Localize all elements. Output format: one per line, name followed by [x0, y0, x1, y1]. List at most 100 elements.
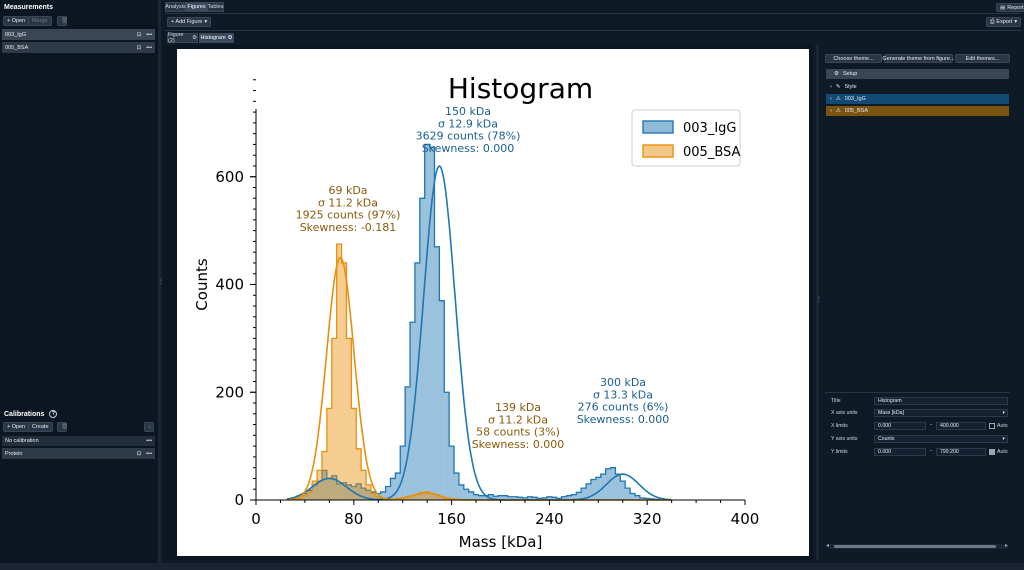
export-button[interactable]: ⎙ Export ▾: [986, 17, 1022, 27]
bar: [312, 481, 318, 500]
left-splitter[interactable]: [158, 0, 161, 570]
bar: [346, 484, 352, 500]
edit-themes-button[interactable]: Edit themes...: [955, 54, 1010, 63]
more-icon[interactable]: •••: [146, 44, 152, 51]
bar: [336, 244, 342, 500]
tab-histogram[interactable]: Histogram ⚙: [199, 33, 234, 43]
annotation-line: σ 12.9 kDa: [438, 117, 498, 130]
delete-measurement-button[interactable]: 🗑: [57, 16, 68, 26]
bar: [380, 491, 386, 500]
y-limit-min-input[interactable]: 0.000: [874, 448, 926, 456]
range-dash: -: [930, 422, 932, 428]
splitter-grip-icon[interactable]: ⋮: [158, 279, 164, 285]
create-calibration-button[interactable]: Create: [28, 422, 53, 432]
histogram-figure[interactable]: Histogram 0 80 160 240 320 400 0 200 400 600 Mass […: [177, 49, 809, 556]
bar: [351, 408, 357, 500]
tree-item-003-igg[interactable]: › ⚠ 003_IgG: [826, 94, 1009, 104]
annotation-line: 150 kDa: [445, 105, 491, 118]
measurement-row-005[interactable]: 005_BSA ⊡ •••: [2, 42, 155, 53]
calibration-action-button[interactable]: ⌂: [144, 422, 154, 432]
x-limit-min-input[interactable]: 0.000: [874, 422, 926, 430]
bar: [625, 488, 631, 500]
choose-theme-button[interactable]: Choose theme...: [825, 54, 882, 63]
bar: [566, 495, 572, 500]
y-limit-max-input[interactable]: 799.200: [936, 448, 986, 456]
right-splitter[interactable]: [816, 45, 819, 560]
y-auto-checkbox[interactable]: Auto: [989, 449, 1008, 455]
bar: [331, 475, 337, 500]
bar: [571, 494, 577, 500]
series-005_BSA: [296, 243, 460, 501]
more-icon[interactable]: •••: [146, 450, 152, 457]
lock-icon[interactable]: ⊡: [136, 44, 142, 51]
bar: [576, 492, 582, 500]
splitter-grip-icon[interactable]: ⋮: [816, 297, 822, 303]
bar: [356, 448, 362, 500]
bar: [331, 338, 337, 500]
generate-theme-button[interactable]: Generate theme from figure...: [882, 54, 955, 63]
title-input[interactable]: Histogram: [874, 397, 1008, 405]
annotation-line: Skewness: 0.000: [577, 413, 670, 426]
annotation-line: 69 kDa: [328, 184, 367, 197]
tree-item-005-bsa[interactable]: › ⚠ 005_BSA: [826, 106, 1009, 116]
bar: [546, 496, 552, 500]
bar: [366, 484, 371, 500]
lock-icon[interactable]: ⊡: [136, 31, 142, 38]
y-axis-units-select[interactable]: Counts ▾: [874, 435, 1008, 443]
tab-analysis[interactable]: Analysis: [165, 2, 186, 12]
bar: [370, 493, 376, 500]
y-tick-label: 0: [234, 491, 244, 509]
item-label: 005_BSA: [844, 108, 869, 114]
x-tick-label: 0: [251, 510, 261, 528]
tab-tables[interactable]: Tables: [207, 2, 224, 12]
open-measurement-button[interactable]: + Open: [3, 16, 30, 26]
horizontal-scrollbar[interactable]: [828, 544, 1008, 549]
left-panel: [0, 0, 158, 570]
calibrations-title: Calibrations ?: [4, 410, 58, 418]
bar: [444, 392, 450, 500]
bar: [341, 262, 347, 500]
gear-icon: ⚙: [834, 71, 839, 77]
annotation-line: σ 13.3 kDa: [593, 388, 653, 401]
calibration-row-protein[interactable]: Protein ⊡ •••: [2, 448, 155, 459]
scrollbar-thumb[interactable]: [834, 545, 996, 548]
scroll-left-icon[interactable]: ◂: [826, 543, 830, 549]
export-label: Export: [996, 19, 1013, 25]
bar: [605, 468, 611, 500]
tab-figure-2[interactable]: Figure (2) ⚙: [167, 32, 198, 44]
lock-icon[interactable]: ⊡: [136, 450, 142, 457]
scroll-right-icon[interactable]: ▸: [1005, 543, 1009, 549]
delete-calibration-button[interactable]: 🗑: [57, 422, 68, 432]
settings-icon: ⚙: [192, 35, 197, 41]
setup-row[interactable]: ⚙ Setup: [826, 69, 1009, 79]
add-figure-button[interactable]: + Add Figure ▾: [167, 17, 212, 27]
x-auto-checkbox[interactable]: Auto: [989, 423, 1008, 429]
merge-button[interactable]: Merge: [28, 16, 52, 26]
bar: [507, 496, 513, 500]
more-icon[interactable]: •••: [146, 438, 152, 444]
more-icon[interactable]: •••: [146, 31, 152, 38]
settings-icon: ⚙: [227, 35, 233, 41]
bar: [302, 495, 308, 500]
help-icon[interactable]: ?: [49, 410, 58, 418]
x-limit-max-input[interactable]: 400.000: [936, 422, 986, 430]
bar: [351, 486, 357, 500]
x-axis-units-select[interactable]: Mass [kDa] ▾: [874, 409, 1008, 417]
bar: [322, 470, 327, 500]
report-button[interactable]: ▤ Report: [996, 3, 1024, 12]
calibration-row-none[interactable]: No calibration •••: [2, 436, 155, 446]
chevron-down-icon: ▾: [1002, 436, 1005, 442]
brush-icon: ✎: [835, 84, 841, 90]
style-row[interactable]: › ✎ Style: [826, 82, 1009, 92]
bar: [458, 484, 464, 500]
y-axis-label: Counts: [193, 258, 211, 311]
tab-figures[interactable]: Figures: [186, 2, 207, 12]
bar: [346, 338, 352, 500]
measurement-row-003[interactable]: 003_IgG ⊡ •••: [2, 29, 155, 40]
bar: [297, 498, 303, 500]
auto-label: Auto: [997, 423, 1008, 429]
open-calibration-button[interactable]: + Open: [3, 422, 30, 432]
range-dash: -: [930, 448, 932, 454]
